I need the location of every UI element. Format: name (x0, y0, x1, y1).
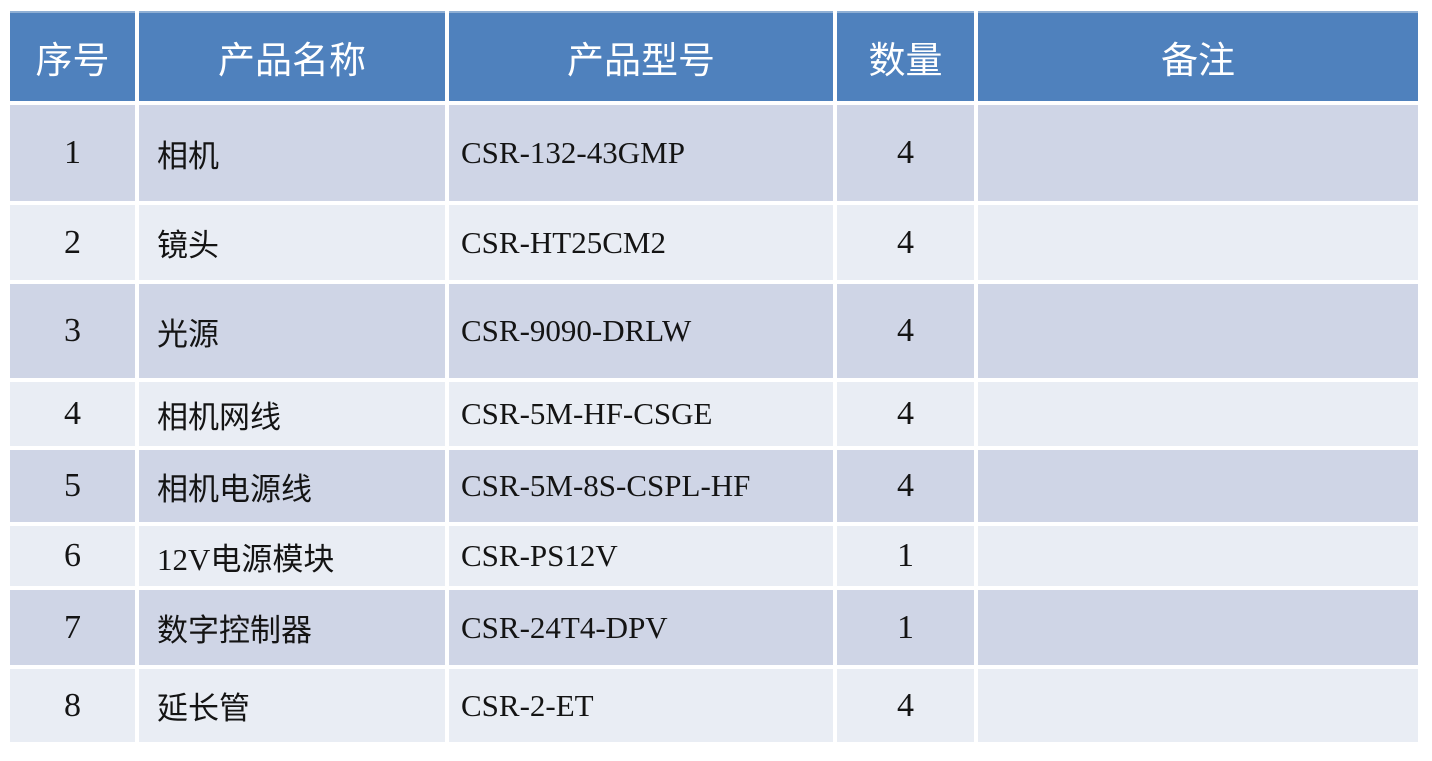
cell-qty: 1 (837, 590, 974, 665)
cell-model: CSR-5M-8S-CSPL-HF (449, 450, 833, 522)
cell-qty: 4 (837, 205, 974, 280)
cell-model: CSR-5M-HF-CSGE (449, 382, 833, 446)
cell-remark (978, 526, 1418, 586)
cell-remark (978, 590, 1418, 665)
cell-remark (978, 669, 1418, 742)
header-cell-model: 产品型号 (449, 11, 833, 101)
cell-qty: 4 (837, 382, 974, 446)
cell-index: 8 (10, 669, 135, 742)
cell-qty: 4 (837, 105, 974, 201)
cell-name: 相机电源线 (139, 450, 445, 522)
cell-name: 延长管 (139, 669, 445, 742)
cell-qty: 4 (837, 284, 974, 378)
cell-name: 相机网线 (139, 382, 445, 446)
cell-name: 镜头 (139, 205, 445, 280)
table-row: 2 镜头 CSR-HT25CM2 4 (10, 205, 1418, 280)
table-row: 7 数字控制器 CSR-24T4-DPV 1 (10, 590, 1418, 665)
cell-remark (978, 284, 1418, 378)
cell-qty: 4 (837, 450, 974, 522)
cell-index: 4 (10, 382, 135, 446)
table-row: 5 相机电源线 CSR-5M-8S-CSPL-HF 4 (10, 450, 1418, 522)
cell-model: CSR-24T4-DPV (449, 590, 833, 665)
header-cell-remark: 备注 (978, 11, 1418, 101)
header-cell-index: 序号 (10, 11, 135, 101)
cell-index: 5 (10, 450, 135, 522)
table-row: 8 延长管 CSR-2-ET 4 (10, 669, 1418, 742)
product-list-table: 序号 产品名称 产品型号 数量 备注 1 相机 CSR-132-43GMP 4 2 镜头 C… (6, 7, 1422, 746)
cell-name: 数字控制器 (139, 590, 445, 665)
cell-index: 2 (10, 205, 135, 280)
table-row: 1 相机 CSR-132-43GMP 4 (10, 105, 1418, 201)
cell-index: 3 (10, 284, 135, 378)
cell-model: CSR-2-ET (449, 669, 833, 742)
cell-model: CSR-HT25CM2 (449, 205, 833, 280)
cell-qty: 1 (837, 526, 974, 586)
cell-index: 7 (10, 590, 135, 665)
cell-name: 12V电源模块 (139, 526, 445, 586)
table-row: 3 光源 CSR-9090-DRLW 4 (10, 284, 1418, 378)
table-row: 4 相机网线 CSR-5M-HF-CSGE 4 (10, 382, 1418, 446)
header-cell-qty: 数量 (837, 11, 974, 101)
cell-name: 光源 (139, 284, 445, 378)
header-row: 序号 产品名称 产品型号 数量 备注 (10, 11, 1418, 101)
header-cell-name: 产品名称 (139, 11, 445, 101)
cell-index: 6 (10, 526, 135, 586)
cell-model: CSR-PS12V (449, 526, 833, 586)
cell-name: 相机 (139, 105, 445, 201)
table-row: 6 12V电源模块 CSR-PS12V 1 (10, 526, 1418, 586)
cell-model: CSR-132-43GMP (449, 105, 833, 201)
cell-remark (978, 205, 1418, 280)
cell-remark (978, 450, 1418, 522)
cell-qty: 4 (837, 669, 974, 742)
cell-index: 1 (10, 105, 135, 201)
cell-remark (978, 382, 1418, 446)
cell-model: CSR-9090-DRLW (449, 284, 833, 378)
cell-remark (978, 105, 1418, 201)
